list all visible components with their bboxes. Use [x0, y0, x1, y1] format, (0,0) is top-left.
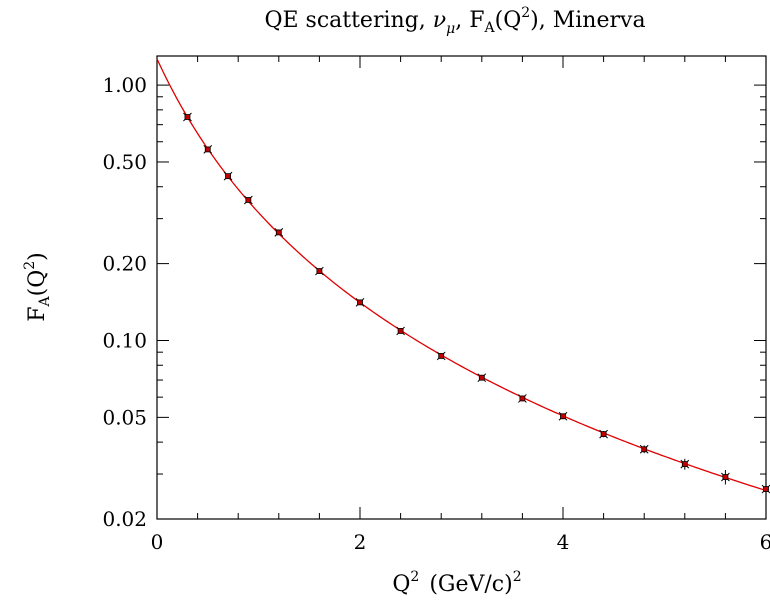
title-Q-open: (Q: [495, 8, 522, 33]
data-point: [640, 445, 648, 453]
data-point: [518, 394, 526, 402]
data-point: [315, 267, 323, 275]
point-marker: [317, 269, 322, 274]
title-Q-sup: 2: [521, 5, 530, 21]
point-marker: [439, 353, 444, 358]
ylabel-Q-sup: 2: [22, 261, 38, 270]
data-point: [397, 327, 405, 335]
x-tick-label: 0: [151, 530, 164, 554]
data-point: [244, 196, 252, 204]
y-tick-label: 0.02: [102, 507, 147, 531]
point-marker: [479, 375, 484, 380]
data-point: [559, 412, 567, 420]
title-F: F: [469, 8, 484, 33]
xlabel-Q: Q: [392, 572, 410, 597]
point-marker: [358, 300, 363, 305]
title-nu-sub: μ: [446, 21, 455, 37]
data-point: [356, 298, 364, 306]
data-point: [721, 470, 729, 484]
title-sep: ,: [455, 8, 469, 33]
data-point: [681, 459, 689, 470]
y-axis-title: FA(Q2): [22, 252, 53, 322]
point-marker: [398, 328, 403, 333]
data-point: [275, 228, 283, 236]
plot-frame: [157, 56, 766, 519]
point-marker: [205, 147, 210, 152]
chart-title: QE scattering, νμ, FA(Q2), Minerva: [264, 5, 645, 37]
xlabel-Q-sup: 2: [410, 569, 419, 585]
data-point: [183, 113, 191, 121]
y-tick-label: 0.10: [102, 328, 147, 352]
xlabel-unit: (GeV/c): [429, 572, 512, 597]
x-tick-label: 4: [557, 530, 570, 554]
point-marker: [246, 197, 251, 202]
data-point: [478, 374, 486, 382]
point-marker: [642, 447, 647, 452]
ylabel-F: F: [25, 307, 50, 322]
point-marker: [185, 115, 190, 120]
fit-curve: [157, 59, 766, 491]
x-axis-title: Q2 (GeV/c)2: [392, 569, 521, 597]
point-marker: [561, 414, 566, 419]
title-nu: ν: [433, 8, 446, 33]
title-prefix: QE scattering,: [264, 8, 432, 33]
y-tick-label: 1.00: [102, 73, 147, 97]
ylabel-Q-open: (Q: [25, 270, 50, 297]
xlabel-unit-sup: 2: [513, 569, 522, 585]
point-marker: [764, 487, 769, 492]
point-marker: [276, 230, 281, 235]
data-point: [600, 430, 608, 438]
data-point: [437, 352, 445, 360]
point-marker: [723, 475, 728, 480]
ylabel-Q-close: ): [25, 252, 50, 261]
point-marker: [682, 462, 687, 467]
title-Q-close: ), Minerva: [530, 8, 645, 33]
x-tick-label: 6: [760, 530, 770, 554]
axis-tick-labels: 0 2 4 6 1.00 0.50 0.20 0.10 0.05 0.02: [102, 73, 770, 554]
y-tick-label: 0.05: [102, 405, 147, 429]
x-tick-label: 2: [354, 530, 367, 554]
data-points: [183, 113, 770, 499]
data-point: [204, 145, 212, 153]
axis-ticks: [157, 56, 766, 519]
y-tick-label: 0.20: [102, 252, 147, 276]
point-marker: [520, 396, 525, 401]
y-tick-label: 0.50: [102, 150, 147, 174]
point-marker: [601, 432, 606, 437]
data-point: [762, 480, 770, 499]
point-marker: [226, 174, 231, 179]
data-point: [224, 172, 232, 180]
